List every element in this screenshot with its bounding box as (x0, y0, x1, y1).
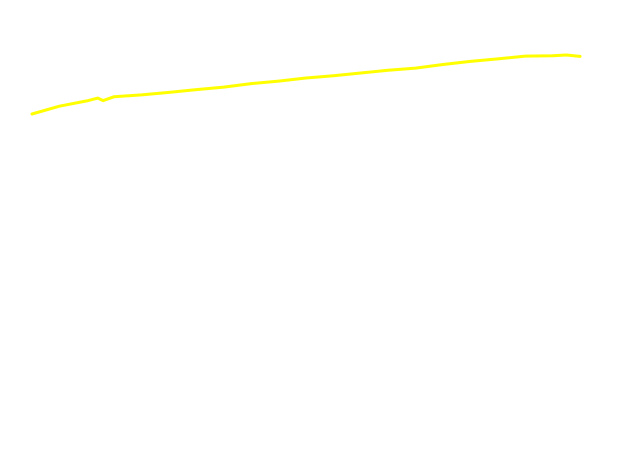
series-layer (30, 53, 582, 116)
series-line-0 (30, 53, 582, 116)
